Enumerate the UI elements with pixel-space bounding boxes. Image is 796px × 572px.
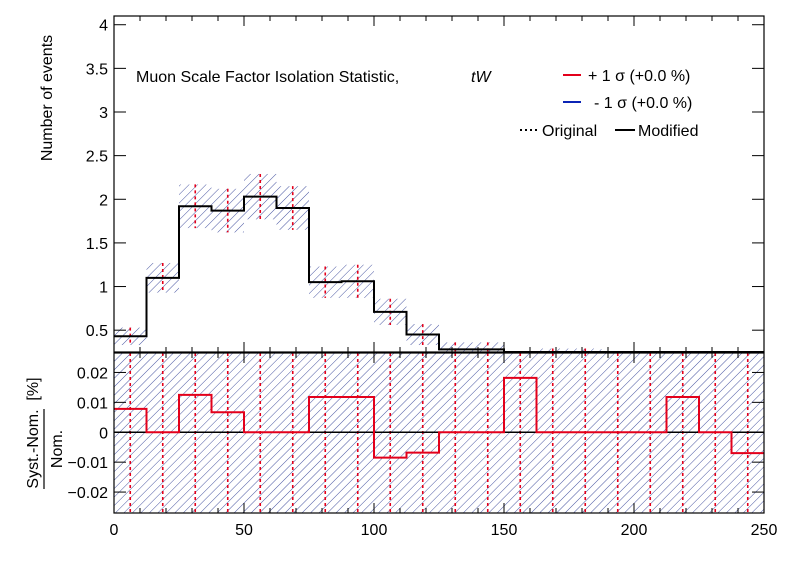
chart-title-text: Muon Scale Factor Isolation Statistic, — [136, 69, 399, 86]
uncertainty-bin — [471, 342, 504, 352]
y-tick-label: 0.5 — [86, 323, 108, 340]
x-tick-label: 50 — [235, 522, 253, 539]
ratio-frame — [113, 352, 765, 514]
main-panel: 0.5 1 1.5 2 2.5 3 3.5 4 Number of events Muon S… — [39, 15, 765, 353]
y-tick-label: 2 — [99, 192, 108, 209]
ratio-ylabel-denominator: Nom. — [49, 430, 66, 468]
y-tick-label: 3 — [99, 105, 108, 122]
ratio-y-tick-label: 0.02 — [77, 365, 108, 382]
legend-modified-label: Modified — [638, 123, 698, 140]
x-tick-label: 250 — [751, 522, 778, 539]
y-tick-label: 2.5 — [86, 149, 108, 166]
y-tick-label: 1 — [99, 280, 108, 297]
chart-title-process: tW — [471, 69, 492, 86]
legend-up-label: + 1 σ (+0.0 %) — [588, 68, 690, 85]
ratio-y-tick-label: 0 — [99, 425, 108, 442]
main-frame — [113, 15, 765, 353]
x-tick-label: 150 — [491, 522, 518, 539]
ratio-panel: −0.02 −0.01 0 0.01 0.02 0 50 100 150 200 250 Syst… — [25, 352, 778, 539]
main-uncertainty-band — [114, 173, 602, 352]
x-tick-label: 200 — [621, 522, 648, 539]
uncertainty-bin — [439, 342, 472, 352]
ratio-y-ticks: −0.02 −0.01 0 0.01 0.02 — [68, 365, 764, 502]
ratio-y-axis-label: Syst.-Nom. Nom. [%] — [25, 377, 66, 489]
ratio-y-tick-label: −0.02 — [68, 485, 109, 502]
ratio-ylabel-unit: [%] — [25, 377, 42, 400]
y-tick-label: 1.5 — [86, 236, 108, 253]
main-x-ticks — [113, 16, 765, 352]
y-axis-label: Number of events — [39, 35, 56, 161]
ratio-ylabel-numerator: Syst.-Nom. — [25, 409, 42, 488]
x-tick-label: 100 — [361, 522, 388, 539]
ratio-up-histogram — [114, 376, 764, 459]
legend-original-label: Original — [542, 123, 597, 140]
y-tick-label: 4 — [99, 18, 108, 35]
chart-title: Muon Scale Factor Isolation Statistic, — [136, 69, 399, 86]
ratio-y-tick-label: 0.01 — [77, 395, 108, 412]
legend-down-label: - 1 σ (+0.0 %) — [594, 95, 692, 112]
ratio-x-ticks: 0 50 100 150 200 250 — [110, 353, 778, 539]
main-y-ticks: 0.5 1 1.5 2 2.5 3 3.5 4 — [86, 18, 764, 340]
ratio-y-tick-label: −0.01 — [68, 455, 109, 472]
legend: + 1 σ (+0.0 %) - 1 σ (+0.0 %) Original M… — [520, 68, 698, 140]
x-tick-label: 0 — [110, 522, 119, 539]
y-tick-label: 3.5 — [86, 61, 108, 78]
